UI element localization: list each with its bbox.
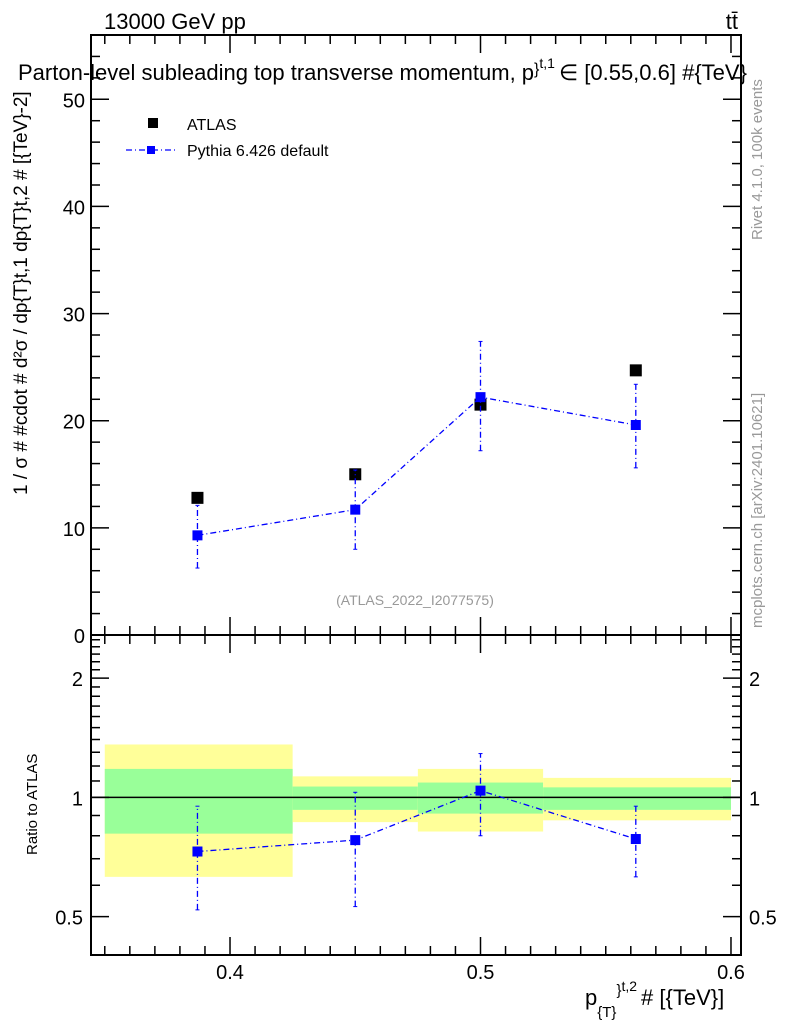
ratio-pythia-point	[630, 834, 641, 845]
legend: ATLAS Pythia 6.426 default	[126, 117, 329, 160]
ratio-pythia-point	[192, 846, 203, 857]
atlas-point	[191, 491, 204, 504]
ratio-frame	[90, 634, 742, 956]
analysis-annotation: (ATLAS_2022_I2077575)	[336, 592, 494, 608]
x-tick-label: 0.6	[717, 962, 745, 984]
rivet-label: Rivet 4.1.0, 100k events	[749, 79, 766, 240]
pythia-point	[630, 420, 641, 430]
ratio-pythia-point	[350, 835, 361, 846]
ratio-panel: 0.5 0.5 1 1 2 2 0.4 0.5 0.6	[55, 634, 777, 984]
pythia-point	[192, 530, 203, 541]
ratio-y-tick-label-right: 1	[749, 788, 760, 810]
pythia-point	[350, 504, 361, 515]
legend-pythia-label: Pythia 6.426 default	[187, 143, 329, 160]
x-tick-label: 0.4	[216, 962, 244, 984]
ratio-y-tick-label: 1	[72, 788, 83, 810]
ratio-y-tick-label: 0.5	[55, 908, 83, 930]
ratio-pythia-line	[197, 789, 636, 853]
legend-pythia-marker	[147, 146, 155, 154]
pythia-point	[475, 392, 486, 403]
y-tick-label: 0	[74, 626, 85, 648]
legend-atlas-label: ATLAS	[187, 117, 237, 134]
atlas-point	[629, 364, 642, 377]
plot-title: Parton-level subleading top transverse m…	[18, 55, 747, 85]
y-tick-label: 40	[63, 197, 85, 219]
ratio-y-tick-label-right: 2	[749, 669, 760, 691]
main-ylabel: 1 / σ # #cdot # d²σ / dp{T}t,1 dp{T}t,2 …	[11, 91, 32, 495]
pythia-line	[197, 396, 636, 536]
legend-atlas-marker	[148, 118, 158, 128]
mcplots-label: mcplots.cern.ch [arXiv:2401.10621]	[749, 393, 766, 628]
uncertainty-band-inner	[104, 768, 293, 834]
x-axis-label: p{T}}t,2 # [{TeV}]	[585, 978, 724, 1021]
y-tick-label: 30	[63, 305, 85, 327]
ratio-pythia-point	[475, 785, 486, 796]
uncertainty-band-inner	[543, 787, 731, 810]
y-tick-label: 10	[63, 519, 85, 541]
ratio-y-tick-label: 2	[72, 669, 83, 691]
process-label: tt̄	[726, 9, 738, 34]
ratio-ylabel: Ratio to ATLAS	[24, 754, 41, 855]
energy-label: 13000 GeV pp	[104, 9, 246, 34]
x-tick-label: 0.5	[467, 962, 495, 984]
y-tick-label: 20	[63, 412, 85, 434]
main-panel: 0 10 20 30 40 50	[63, 34, 742, 648]
ratio-y-tick-label-right: 0.5	[749, 908, 777, 930]
y-tick-label: 50	[63, 90, 85, 112]
